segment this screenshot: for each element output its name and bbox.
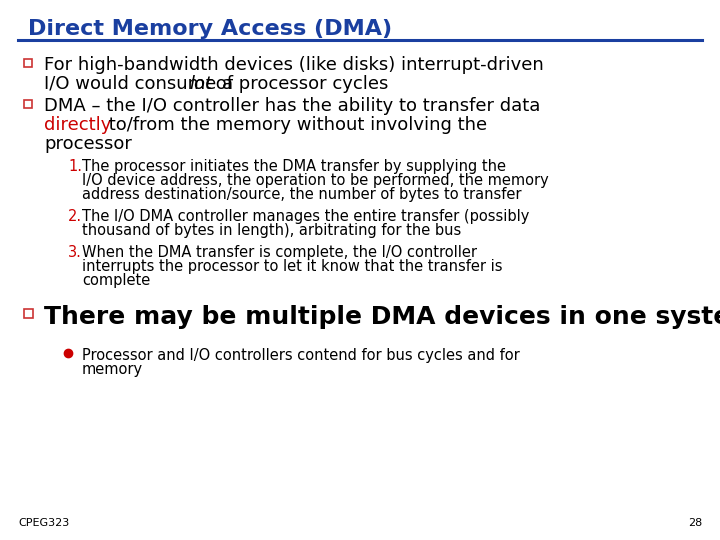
Text: to/from the memory without involving the: to/from the memory without involving the: [103, 116, 487, 134]
Text: directly: directly: [44, 116, 112, 134]
Text: memory: memory: [82, 362, 143, 377]
Text: When the DMA transfer is complete, the I/O controller: When the DMA transfer is complete, the I…: [82, 245, 477, 260]
Text: I/O device address, the operation to be performed, the memory: I/O device address, the operation to be …: [82, 173, 549, 188]
Text: lot: lot: [189, 75, 212, 93]
Text: complete: complete: [82, 273, 150, 288]
Text: DMA – the I/O controller has the ability to transfer data: DMA – the I/O controller has the ability…: [44, 97, 541, 115]
Text: processor: processor: [44, 135, 132, 153]
Bar: [24, 308, 32, 318]
Text: The processor initiates the DMA transfer by supplying the: The processor initiates the DMA transfer…: [82, 159, 506, 174]
Text: address destination/source, the number of bytes to transfer: address destination/source, the number o…: [82, 187, 521, 202]
Text: There may be multiple DMA devices in one system: There may be multiple DMA devices in one…: [44, 305, 720, 329]
Text: of processor cycles: of processor cycles: [210, 75, 388, 93]
Text: The I/O DMA controller manages the entire transfer (possibly: The I/O DMA controller manages the entir…: [82, 209, 529, 224]
Text: I/O would consume a: I/O would consume a: [44, 75, 239, 93]
Text: 28: 28: [688, 518, 702, 528]
Text: interrupts the processor to let it know that the transfer is: interrupts the processor to let it know …: [82, 259, 503, 274]
Text: Processor and I/O controllers contend for bus cycles and for: Processor and I/O controllers contend fo…: [82, 348, 520, 363]
Text: 1.: 1.: [68, 159, 82, 174]
Text: CPEG323: CPEG323: [18, 518, 69, 528]
Text: For high-bandwidth devices (like disks) interrupt-driven: For high-bandwidth devices (like disks) …: [44, 56, 544, 74]
Bar: [24, 100, 32, 108]
Text: 3.: 3.: [68, 245, 82, 260]
Bar: [24, 59, 32, 67]
Text: 2.: 2.: [68, 209, 82, 224]
Text: Direct Memory Access (DMA): Direct Memory Access (DMA): [28, 19, 392, 39]
Text: thousand of bytes in length), arbitrating for the bus: thousand of bytes in length), arbitratin…: [82, 223, 462, 238]
